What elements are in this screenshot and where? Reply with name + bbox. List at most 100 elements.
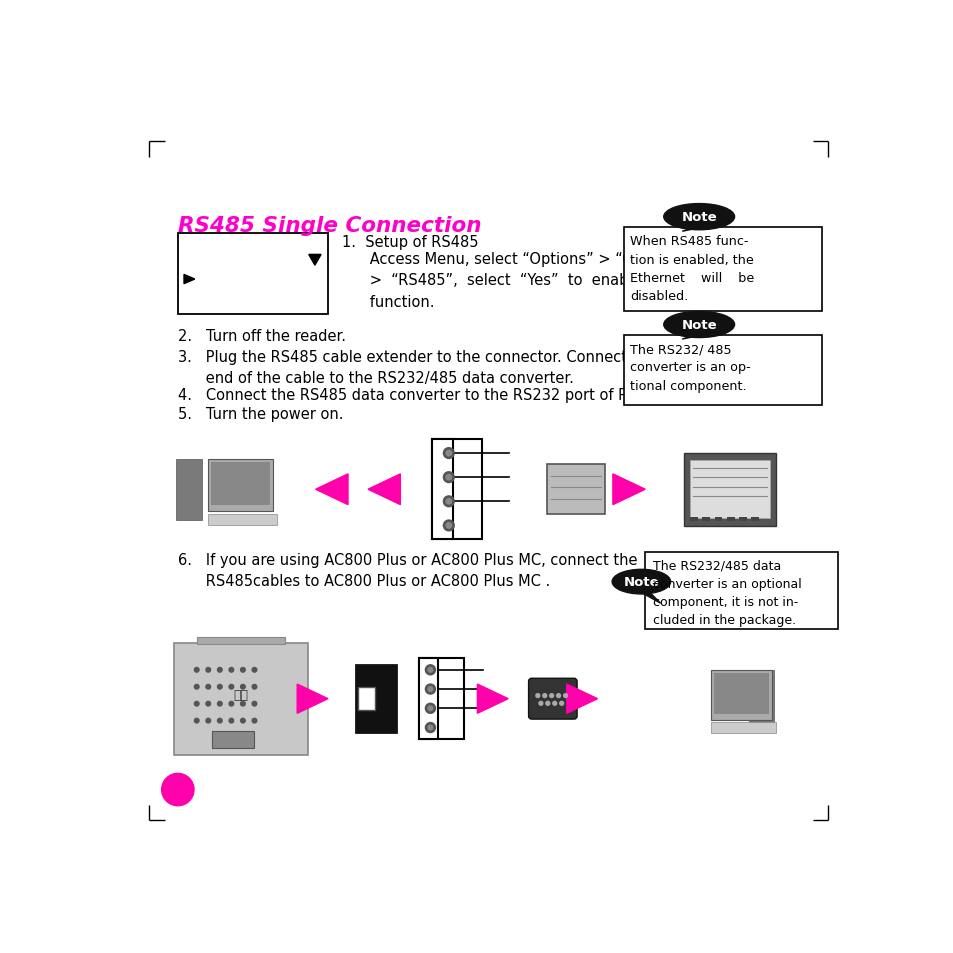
Circle shape — [428, 687, 433, 692]
FancyBboxPatch shape — [528, 679, 577, 720]
Circle shape — [446, 499, 451, 504]
Text: 6.   If you are using AC800 Plus or AC800 Plus MC, connect the
      RS485cables: 6. If you are using AC800 Plus or AC800 … — [177, 553, 637, 589]
FancyBboxPatch shape — [623, 335, 821, 405]
Circle shape — [194, 701, 199, 706]
Circle shape — [206, 701, 211, 706]
Circle shape — [229, 701, 233, 706]
FancyBboxPatch shape — [739, 517, 746, 521]
Circle shape — [217, 684, 222, 689]
Text: The RS232/ 485
converter is an op-
tional component.: The RS232/ 485 converter is an op- tiona… — [629, 343, 750, 392]
Circle shape — [538, 701, 542, 705]
FancyBboxPatch shape — [726, 517, 734, 521]
Circle shape — [559, 701, 563, 705]
Circle shape — [240, 684, 245, 689]
Circle shape — [425, 684, 435, 695]
Circle shape — [206, 719, 211, 723]
Polygon shape — [639, 592, 659, 603]
FancyBboxPatch shape — [644, 553, 837, 630]
Circle shape — [443, 448, 454, 459]
Text: RS485 Single Connection: RS485 Single Connection — [177, 216, 481, 236]
Polygon shape — [612, 475, 644, 505]
Polygon shape — [309, 255, 321, 266]
Circle shape — [252, 701, 256, 706]
Circle shape — [217, 719, 222, 723]
FancyBboxPatch shape — [710, 722, 776, 733]
Circle shape — [542, 694, 546, 698]
Text: 4.   Connect the RS485 data converter to the RS232 port of PC.: 4. Connect the RS485 data converter to t… — [177, 388, 641, 402]
FancyBboxPatch shape — [689, 517, 697, 521]
Text: 2.   Turn off the reader.: 2. Turn off the reader. — [177, 328, 346, 343]
FancyBboxPatch shape — [212, 732, 254, 748]
Circle shape — [240, 701, 245, 706]
Text: 标记: 标记 — [233, 689, 248, 701]
Ellipse shape — [612, 570, 670, 595]
FancyBboxPatch shape — [623, 228, 821, 312]
FancyBboxPatch shape — [355, 664, 396, 734]
Circle shape — [557, 694, 560, 698]
FancyBboxPatch shape — [748, 670, 773, 728]
FancyBboxPatch shape — [431, 439, 453, 539]
FancyBboxPatch shape — [358, 687, 375, 711]
Polygon shape — [566, 684, 597, 714]
FancyBboxPatch shape — [751, 517, 759, 521]
Circle shape — [229, 719, 233, 723]
Circle shape — [446, 523, 451, 529]
Circle shape — [194, 684, 199, 689]
Circle shape — [252, 684, 256, 689]
Ellipse shape — [663, 312, 734, 338]
Circle shape — [240, 719, 245, 723]
Circle shape — [194, 719, 199, 723]
FancyBboxPatch shape — [196, 637, 285, 645]
Polygon shape — [681, 228, 700, 232]
Circle shape — [229, 684, 233, 689]
Circle shape — [161, 774, 193, 806]
Circle shape — [428, 668, 433, 673]
Text: 5.   Turn the power on.: 5. Turn the power on. — [177, 407, 343, 421]
Polygon shape — [681, 335, 700, 339]
Circle shape — [217, 668, 222, 673]
FancyBboxPatch shape — [689, 461, 769, 518]
Polygon shape — [184, 275, 194, 284]
Ellipse shape — [663, 204, 734, 231]
Circle shape — [425, 665, 435, 675]
FancyBboxPatch shape — [208, 515, 276, 526]
FancyBboxPatch shape — [418, 659, 463, 740]
FancyBboxPatch shape — [701, 517, 709, 521]
Circle shape — [549, 694, 553, 698]
Circle shape — [217, 701, 222, 706]
FancyBboxPatch shape — [683, 454, 776, 526]
Text: 3.   Plug the RS485 cable extender to the connector. Connect another
      end o: 3. Plug the RS485 cable extender to the … — [177, 350, 688, 386]
FancyBboxPatch shape — [208, 459, 273, 512]
Circle shape — [545, 701, 549, 705]
Polygon shape — [315, 475, 348, 505]
FancyBboxPatch shape — [177, 233, 328, 314]
Circle shape — [443, 497, 454, 507]
Circle shape — [443, 520, 454, 531]
FancyBboxPatch shape — [175, 459, 202, 520]
Circle shape — [428, 706, 433, 711]
Text: The RS232/485 data
converter is an optional
component, it is not in-
cluded in t: The RS232/485 data converter is an optio… — [652, 559, 801, 626]
Circle shape — [428, 725, 433, 730]
Circle shape — [252, 668, 256, 673]
Text: 1.  Setup of RS485: 1. Setup of RS485 — [341, 235, 477, 250]
Polygon shape — [297, 684, 328, 714]
Circle shape — [552, 701, 557, 705]
FancyBboxPatch shape — [713, 673, 768, 714]
FancyBboxPatch shape — [418, 659, 437, 740]
Polygon shape — [368, 475, 400, 505]
Circle shape — [206, 684, 211, 689]
Circle shape — [229, 668, 233, 673]
FancyBboxPatch shape — [212, 462, 270, 505]
Circle shape — [446, 475, 451, 480]
FancyBboxPatch shape — [714, 517, 721, 521]
Circle shape — [252, 719, 256, 723]
Circle shape — [240, 668, 245, 673]
Text: Note: Note — [680, 211, 717, 224]
Text: When RS485 func-
tion is enabled, the
Ethernet    will    be
disabled.: When RS485 func- tion is enabled, the Et… — [629, 235, 753, 303]
Polygon shape — [476, 684, 508, 714]
Text: Note: Note — [623, 576, 659, 589]
Circle shape — [425, 703, 435, 714]
FancyBboxPatch shape — [710, 670, 772, 720]
Circle shape — [563, 694, 567, 698]
FancyBboxPatch shape — [431, 439, 481, 539]
